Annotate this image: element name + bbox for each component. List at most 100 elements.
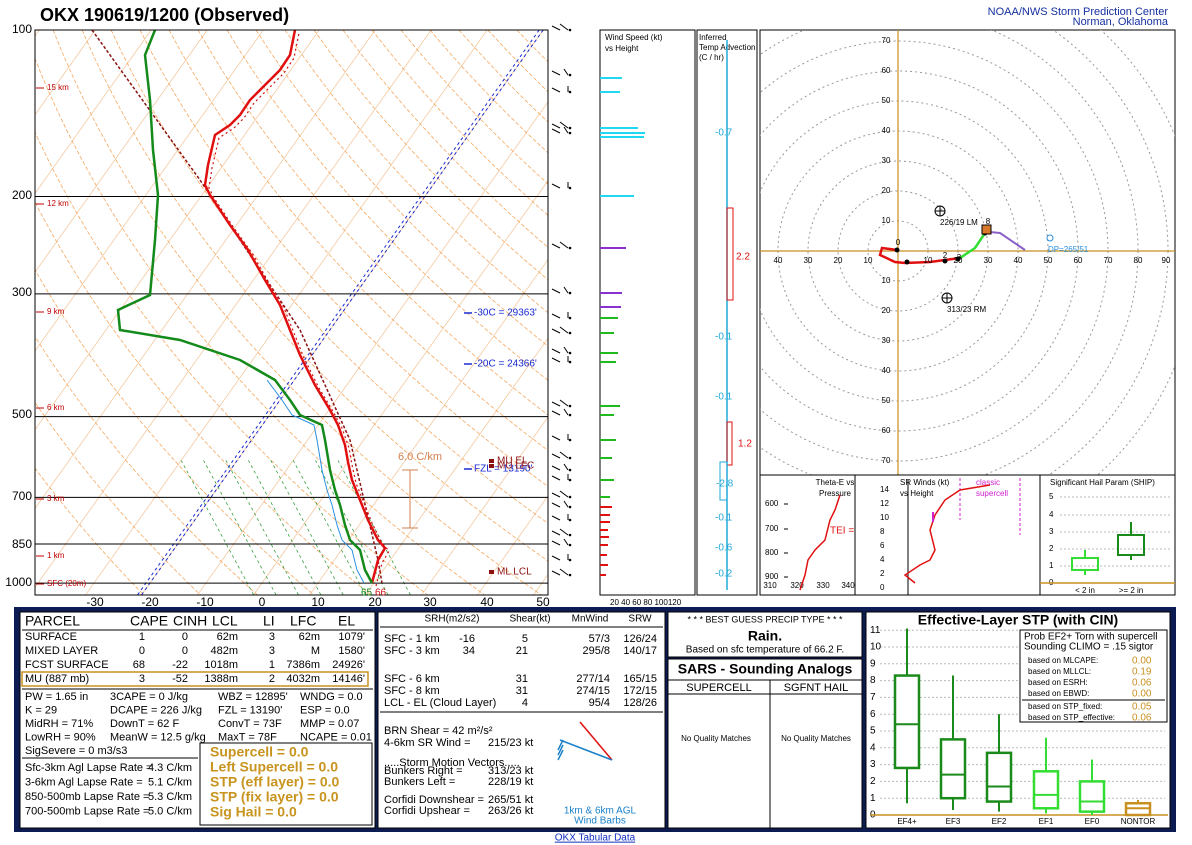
sfc-temp: 66 xyxy=(375,588,387,599)
stp-title: Effective-Layer STP (with CIN) xyxy=(918,612,1118,628)
hodo-x-label: 30 xyxy=(984,256,993,265)
hodo-y-label: 50 xyxy=(882,96,891,105)
virtual-temp xyxy=(208,32,390,587)
thetae-title: Theta-E vs xyxy=(816,478,855,487)
hodo-y-label: 30 xyxy=(882,336,891,345)
motion-value: 265/51 kt xyxy=(488,794,533,806)
prob-value: 0.19 xyxy=(1132,667,1152,678)
parcel-header: LCL xyxy=(212,613,238,629)
parcel-header: PARCEL xyxy=(25,613,80,629)
param: Left Supercell = 0.0 xyxy=(210,759,338,775)
pressure-label: 700 xyxy=(12,489,32,503)
lapse-value: 5.0 C/km xyxy=(148,805,192,817)
wind-barb xyxy=(563,126,569,134)
tadv-title: Inferred xyxy=(699,33,727,42)
shear-cell: 140/17 xyxy=(623,645,657,657)
parcel-cell: M xyxy=(311,645,320,657)
param: STP (eff layer) = 0.0 xyxy=(210,774,340,790)
mean-wind xyxy=(981,224,992,235)
stp-y-label: 4 xyxy=(870,742,876,753)
parcel-cell: -52 xyxy=(172,673,188,685)
index-value: DCAPE = 226 J/kg xyxy=(110,704,202,716)
isotherm xyxy=(35,30,264,352)
hail-x-label: < 2 in xyxy=(1075,586,1095,595)
tadv-value: -0.1 xyxy=(715,392,733,403)
parcel-cell: 4032m xyxy=(286,673,320,685)
parcel-cell: SURFACE xyxy=(25,631,77,643)
temperature xyxy=(203,30,387,584)
hail-y-label: 2 xyxy=(1049,544,1054,553)
parcel-cell: 0 xyxy=(182,631,188,643)
srw-h-label: 10 xyxy=(880,513,889,522)
hodo-y-label: 40 xyxy=(882,366,891,375)
motion-value: 263/26 kt xyxy=(488,805,533,817)
dry-adiabat xyxy=(35,467,144,595)
wind-title: Wind Speed (kt) xyxy=(605,33,663,42)
parcel-header: CAPE xyxy=(130,613,168,629)
wind-barb xyxy=(551,357,561,363)
temp-label: 50 xyxy=(536,595,550,609)
prob-label: based on STP_effective: xyxy=(1028,713,1115,722)
dry-adiabat xyxy=(35,401,201,595)
hodo-y-label: 60 xyxy=(882,426,891,435)
tadv-title: (C / hr) xyxy=(699,53,724,62)
tadv-value: -2.8 xyxy=(716,479,734,490)
temp-label: 20 xyxy=(368,595,382,609)
srw-title: vs Height xyxy=(900,489,934,498)
barb-dot xyxy=(568,518,572,522)
mu-highlight xyxy=(21,671,369,687)
param: Sig Hail = 0.0 xyxy=(210,804,297,820)
isotherm xyxy=(35,30,208,273)
footer-link[interactable]: OKX Tabular Data xyxy=(555,833,636,844)
temp-label: -10 xyxy=(196,595,214,609)
location: Norman, Oklahoma xyxy=(1073,16,1169,28)
wind-barb xyxy=(551,475,561,481)
sars-col: SGFNT HAIL xyxy=(784,682,849,694)
index-value: SigSevere = 0 m3/s3 xyxy=(25,745,127,757)
dry-adiabat xyxy=(81,30,548,562)
temp-label: 30 xyxy=(423,595,437,609)
parcel-cell: 0 xyxy=(139,645,145,657)
dry-adiabat xyxy=(35,201,372,595)
wind-barb xyxy=(563,463,569,471)
pressure-label: 500 xyxy=(12,407,32,421)
wind-barb xyxy=(559,528,569,536)
barb-note: Wind Barbs xyxy=(574,816,626,827)
moist-adiabat xyxy=(270,460,344,595)
isotherm xyxy=(35,30,40,37)
srw-h-label: 6 xyxy=(880,541,885,550)
isotherm xyxy=(477,495,548,595)
level-label: FZL = 13190' xyxy=(474,464,533,475)
barb-dot xyxy=(568,246,572,250)
hodo-x-label: 60 xyxy=(1074,256,1083,265)
wind-barb xyxy=(551,128,561,134)
dry-adiabat xyxy=(52,30,542,595)
shear-cell: 34 xyxy=(463,645,475,657)
hodo-storm xyxy=(989,231,1026,251)
index-value: MMP = 0.07 xyxy=(300,718,359,730)
temp-label: -30 xyxy=(86,595,104,609)
dry-adiabat xyxy=(284,30,548,314)
parcel-cell: 3 xyxy=(269,631,275,643)
barb-dot xyxy=(568,360,572,364)
prob-value: 0.06 xyxy=(1132,713,1152,724)
prob-label: based on STP_fixed: xyxy=(1028,702,1102,711)
prob-label: based on ESRH: xyxy=(1028,678,1088,687)
tadv-value: -0.1 xyxy=(715,513,733,524)
wind-barb xyxy=(551,435,561,441)
temp-label: 10 xyxy=(311,595,325,609)
tadv-value: -0.2 xyxy=(715,569,733,580)
params-box xyxy=(199,742,373,826)
index-value: ESP = 0.0 xyxy=(300,704,350,716)
isotherm xyxy=(253,180,548,595)
precip-note: Based on sfc temperature of 66.2 F. xyxy=(686,645,844,656)
parcel-trace xyxy=(91,30,383,584)
shear-cell: 128/26 xyxy=(623,697,657,709)
hodo-y-label: 10 xyxy=(882,216,891,225)
thetae-curve xyxy=(799,494,841,591)
index-value: NCAPE = 0.01 xyxy=(300,731,372,743)
parcel-cell: 0 xyxy=(182,645,188,657)
param: STP (fix layer) = 0.0 xyxy=(210,789,339,805)
shear-cell: 21 xyxy=(516,645,528,657)
stp-x-label: NONTOR xyxy=(1121,817,1156,826)
